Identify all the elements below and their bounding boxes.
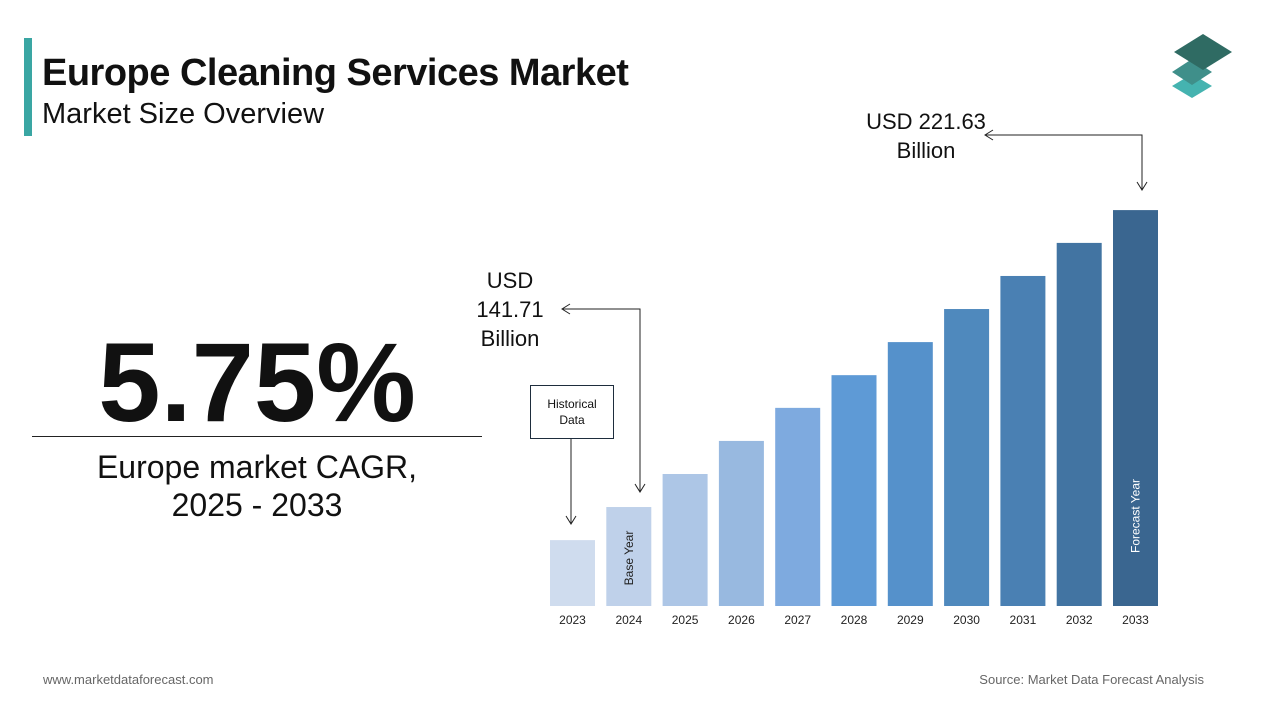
x-tick-label: 2024 (615, 613, 642, 627)
website-link[interactable]: www.marketdataforecast.com (43, 672, 214, 687)
x-tick-label: 2030 (953, 613, 980, 627)
x-tick-label: 2025 (672, 613, 699, 627)
x-tick-label: 2026 (728, 613, 755, 627)
x-tick-label: 2023 (559, 613, 586, 627)
bar-2028 (831, 375, 877, 606)
bar-2029 (887, 342, 933, 606)
x-tick-label: 2032 (1066, 613, 1093, 627)
page-subtitle: Market Size Overview (42, 98, 325, 130)
title-accent-bar (24, 38, 32, 136)
x-tick-label: 2029 (897, 613, 924, 627)
source-note: Source: Market Data Forecast Analysis (979, 672, 1204, 687)
bar-2033 (1113, 210, 1158, 606)
bar-2030 (944, 309, 990, 606)
page-title: Europe Cleaning Services Market (42, 52, 629, 94)
x-tick-label: 2031 (1010, 613, 1037, 627)
cagr-label: Europe market CAGR, 2025 - 2033 (96, 449, 418, 523)
cagr-value: 5.75% (98, 320, 416, 445)
bar-label-2033: Forecast Year (1129, 479, 1143, 553)
logo-icon (1172, 34, 1232, 98)
bar-2025 (662, 473, 708, 606)
bar-2031 (1000, 275, 1046, 606)
bar-2027 (775, 407, 821, 606)
bar-2024 (606, 507, 652, 606)
bar-2023 (550, 540, 595, 606)
x-tick-label: 2033 (1122, 613, 1149, 627)
bar-2026 (718, 440, 764, 606)
divider (32, 436, 482, 437)
x-tick-label: 2027 (784, 613, 811, 627)
bar-label-2024: Base Year (622, 531, 636, 586)
historical-data-label: Historical Data (530, 385, 614, 439)
start-value-annotation: USD 141.71 Billion (476, 268, 544, 351)
annotation-arrows (561, 129, 1148, 525)
x-tick-label: 2028 (841, 613, 868, 627)
end-value-annotation: USD 221.63 Billion (866, 109, 986, 163)
bar-2032 (1056, 242, 1102, 606)
